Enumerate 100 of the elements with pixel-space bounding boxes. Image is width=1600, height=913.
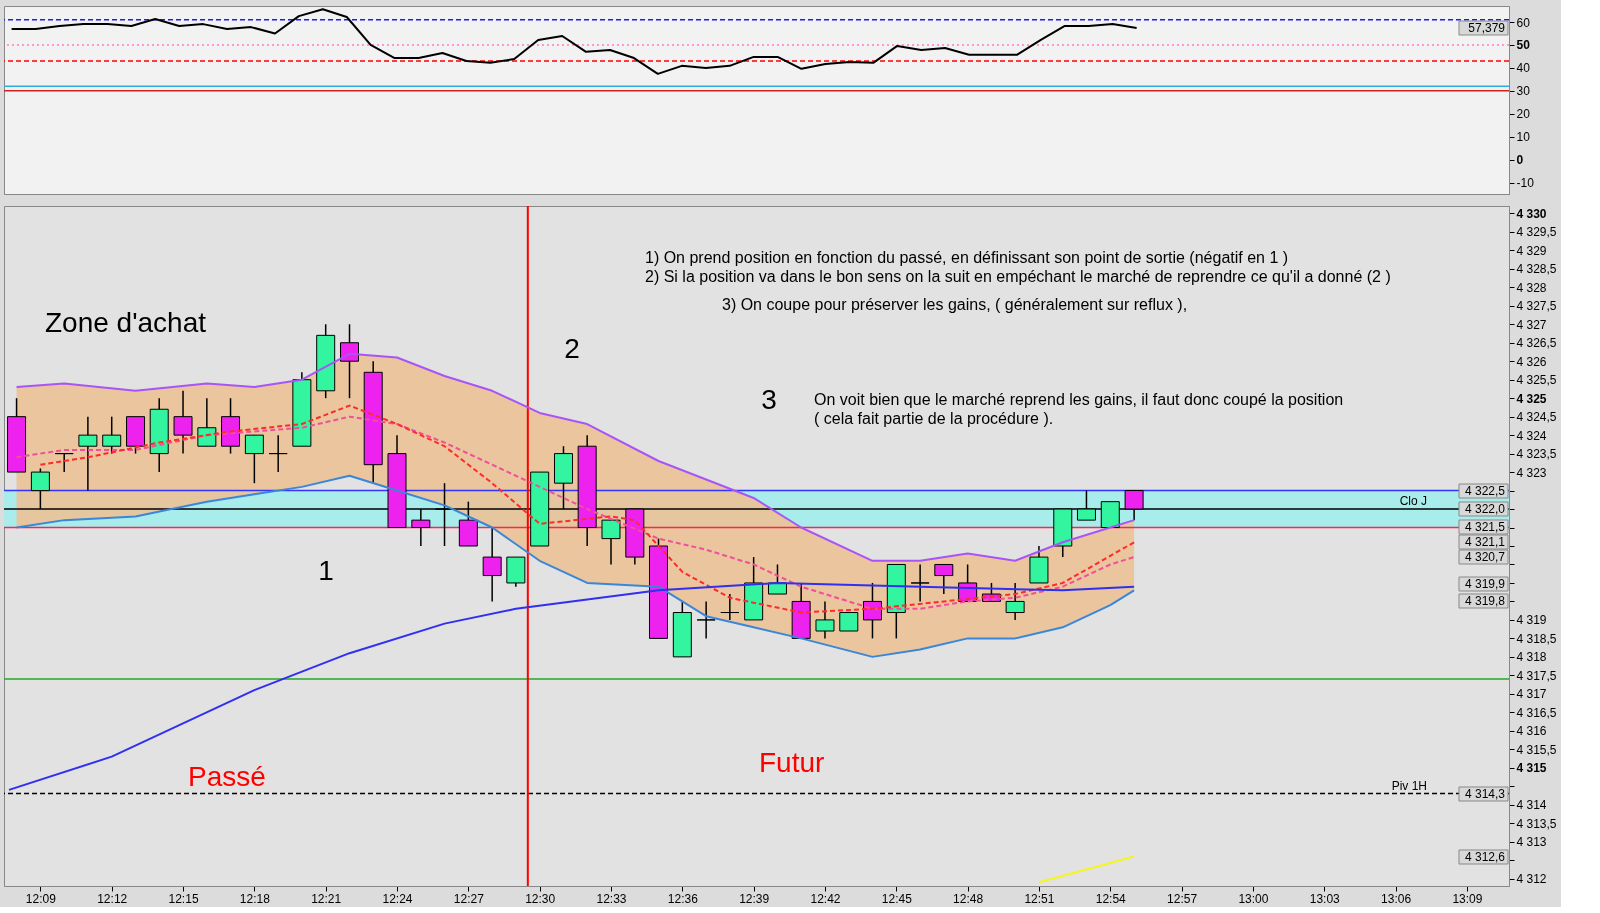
y-tick-label: -10 xyxy=(1516,176,1535,191)
y-tick-label: 4 330 xyxy=(1516,206,1547,221)
y-tick-label: 4 313,5 xyxy=(1516,816,1557,831)
candlestick xyxy=(482,526,502,603)
line-series xyxy=(10,8,1138,75)
y-tick-label: 4 324,5 xyxy=(1516,410,1557,425)
candlestick xyxy=(1005,582,1025,621)
annotation: 4 319,8 xyxy=(1464,594,1506,608)
y-tick-label: 4 318,5 xyxy=(1516,631,1557,646)
x-tick-label: 12:51 xyxy=(1024,891,1055,906)
candlestick xyxy=(767,563,787,595)
annotation: 4 312,6 xyxy=(1464,850,1506,864)
annotation: 4 320,7 xyxy=(1464,550,1506,564)
y-tick-label: 4 324 xyxy=(1516,428,1547,443)
x-tick-label: 12:15 xyxy=(168,891,199,906)
y-tick-label: 4 327 xyxy=(1516,317,1547,332)
candlestick xyxy=(340,323,360,399)
candlestick xyxy=(54,452,74,473)
y-tick-label: 4 323 xyxy=(1516,465,1547,480)
x-tick-label: 12:30 xyxy=(525,891,556,906)
candlestick xyxy=(78,415,98,492)
x-tick-label: 13:00 xyxy=(1238,891,1269,906)
candlestick xyxy=(601,519,621,566)
line-series xyxy=(15,474,1136,658)
y-tick-label: 4 325,5 xyxy=(1516,373,1557,388)
x-tick-label: 12:27 xyxy=(453,891,485,906)
y-tick-label: 10 xyxy=(1516,130,1531,145)
line-series xyxy=(8,581,1136,791)
candlestick xyxy=(268,434,288,473)
annotation: 4 314,3 xyxy=(1464,787,1506,801)
y-tick-label: 4 315,5 xyxy=(1516,742,1557,757)
y-tick-label: 4 314 xyxy=(1516,798,1547,813)
annotation: 1 xyxy=(318,555,334,586)
y-tick-label: 4 323,5 xyxy=(1516,447,1557,462)
candlestick xyxy=(934,563,954,595)
y-tick-label: 4 316,5 xyxy=(1516,705,1557,720)
annotation: 4 322,0 xyxy=(1464,502,1506,516)
y-tick-label: 4 329 xyxy=(1516,243,1547,258)
x-tick-label: 12:42 xyxy=(810,891,841,906)
annotation: 4 321,5 xyxy=(1464,520,1506,534)
y-tick-label: 20 xyxy=(1516,107,1531,122)
x-tick-label: 12:57 xyxy=(1167,891,1198,906)
candlestick xyxy=(102,415,122,455)
candlestick xyxy=(862,582,882,640)
x-tick-label: 12:24 xyxy=(382,891,413,906)
y-tick-label: 4 327,5 xyxy=(1516,299,1557,314)
x-tick-label: 12:09 xyxy=(25,891,57,906)
x-tick-label: 12:45 xyxy=(881,891,913,906)
annotation: 3) On coupe pour préserver les gains, ( généralement sur reflux ), xyxy=(722,296,1188,313)
y-tick-label: 4 317 xyxy=(1516,687,1547,702)
candlestick xyxy=(173,390,193,455)
x-tick-label: 12:39 xyxy=(739,891,770,906)
y-tick-label: 4 329,5 xyxy=(1516,225,1557,240)
y-tick-label: 4 326 xyxy=(1516,354,1547,369)
y-tick-label: 4 312 xyxy=(1516,872,1547,887)
annotation: Futur xyxy=(759,747,825,778)
y-tick-label: 0 xyxy=(1516,153,1524,168)
x-tick-label: 12:12 xyxy=(97,891,128,906)
x-tick-label: 12:48 xyxy=(953,891,984,906)
y-tick-label: 4 313 xyxy=(1516,835,1547,850)
x-tick-label: 13:09 xyxy=(1452,891,1483,906)
y-tick-label: 4 315 xyxy=(1516,761,1547,776)
y-tick-label: 40 xyxy=(1516,61,1531,76)
annotation: 2 xyxy=(564,333,580,364)
y-tick-label: 4 325 xyxy=(1516,391,1547,406)
x-tick-label: 13:06 xyxy=(1381,891,1412,906)
candlestick xyxy=(720,593,740,621)
annotation: 57,379 xyxy=(1468,21,1506,35)
x-tick-label: 12:18 xyxy=(239,891,271,906)
annotation: 3 xyxy=(761,384,777,415)
annotation: Passé xyxy=(188,761,266,792)
x-tick-label: 12:21 xyxy=(311,891,342,906)
y-tick-label: 50 xyxy=(1516,38,1531,53)
annotation: 4 322,5 xyxy=(1464,484,1506,498)
y-tick-label: 30 xyxy=(1516,84,1531,99)
candlestick xyxy=(197,397,217,447)
y-tick-label: 4 317,5 xyxy=(1516,668,1557,683)
y-tick-label: 4 318 xyxy=(1516,650,1547,665)
y-tick-label: 4 326,5 xyxy=(1516,336,1557,351)
y-tick-label: 4 316 xyxy=(1516,724,1547,739)
y-tick-label: 60 xyxy=(1516,15,1531,30)
candlestick xyxy=(696,600,716,640)
x-tick-label: 12:54 xyxy=(1095,891,1127,906)
x-tick-label: 12:36 xyxy=(667,891,699,906)
y-tick-label: 4 319 xyxy=(1516,613,1547,628)
ref-line-label: Piv 1H xyxy=(1391,778,1427,793)
annotation: 1) On prend position en fonction du passé, en définissant son point de sortie (négatif en 1 ) 2) Si la position va dans le bon sens on la suit en empéchant le marché de reprendre ce qu'il a donné (2 ) xyxy=(645,249,1391,286)
annotation: On voit bien que le marché reprend les gains, il faut donc coupé la position ( cela fait partie de la procédure ). xyxy=(814,391,1344,428)
annotation: Zone d'achat xyxy=(45,307,207,338)
x-tick-label: 13:03 xyxy=(1309,891,1341,906)
ref-line-label: Clo J xyxy=(1399,494,1427,509)
x-tick-label: 12:33 xyxy=(596,891,627,906)
y-tick-label: 4 328 xyxy=(1516,280,1547,295)
annotation: 4 319,9 xyxy=(1464,577,1506,591)
candlestick xyxy=(910,563,930,603)
y-tick-label: 4 328,5 xyxy=(1516,262,1557,277)
candlestick xyxy=(815,600,835,640)
candlestick xyxy=(244,434,264,484)
candlestick xyxy=(839,612,859,632)
annotation: 4 321,1 xyxy=(1464,535,1506,549)
